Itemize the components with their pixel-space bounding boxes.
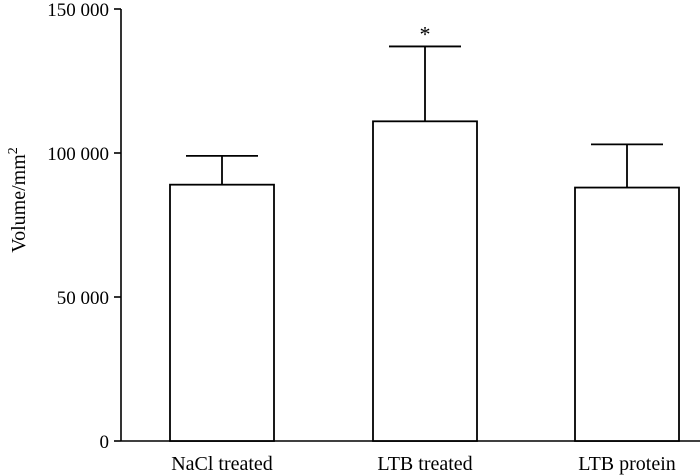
y-tick-label: 50 000: [57, 288, 109, 309]
x-tick-label: NaCl treated: [171, 453, 273, 475]
y-tick-label: 0: [100, 432, 110, 453]
bar: [574, 186, 680, 442]
x-axis: NaCl treated LTB treated LTB protein: [121, 440, 700, 475]
x-tick-label: LTB treated: [377, 453, 472, 475]
bars: [169, 120, 680, 442]
y-tick-label: 150 000: [47, 0, 109, 21]
y-tick-label: 100 000: [47, 144, 109, 165]
error-bars: [186, 45, 663, 188]
bar: [169, 183, 275, 442]
y-axis-label: Volume/mm2: [6, 147, 30, 253]
y-axis-label-text: Volume/mm: [8, 154, 30, 253]
significance-marker: *: [420, 21, 431, 46]
y-axis: 0 50 000 100 000 150 000: [47, 0, 122, 453]
x-tick-label: LTB protein: [578, 453, 676, 475]
y-axis-label-superscript: 2: [6, 147, 21, 154]
bar: [372, 120, 478, 442]
annotations: *: [420, 21, 431, 46]
